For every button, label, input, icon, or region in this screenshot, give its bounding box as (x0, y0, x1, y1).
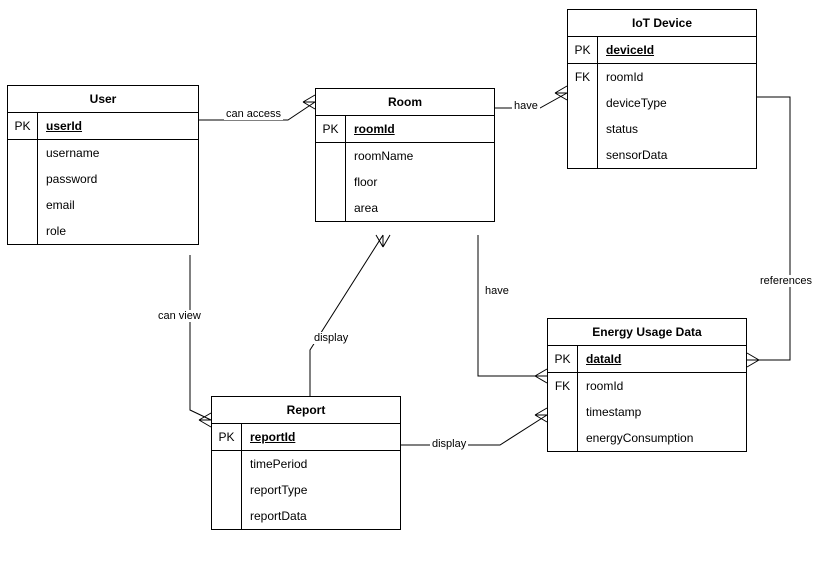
entity-user-title: User (8, 86, 198, 113)
entity-user: User PK userId username password email r… (7, 85, 199, 245)
entity-report: Report PK reportId timePeriod reportType… (211, 396, 401, 530)
attr: roomId (598, 64, 756, 90)
attr: email (38, 192, 198, 218)
attr: deviceType (598, 90, 756, 116)
entity-iot-attrs: FK roomId deviceType status sensorData (568, 64, 756, 168)
attr: roomId (578, 373, 746, 399)
entity-iot-pk-row: PK deviceId (568, 37, 756, 64)
fk-label: FK (568, 64, 598, 168)
attr: area (346, 195, 494, 221)
pk-label: PK (212, 424, 242, 450)
entity-report-pk-row: PK reportId (212, 424, 400, 451)
key-col-spacer (316, 143, 346, 221)
pk-label: PK (548, 346, 578, 372)
pk-attr: deviceId (598, 37, 756, 63)
attr: username (38, 140, 198, 166)
pk-attr: roomId (346, 116, 494, 142)
attr: reportData (242, 503, 400, 529)
key-col-spacer (8, 140, 38, 244)
attr: reportType (242, 477, 400, 503)
attr: sensorData (598, 142, 756, 168)
edge-label-references: references (758, 275, 814, 287)
edge-label-have-energy: have (483, 285, 511, 297)
entity-report-attrs: timePeriod reportType reportData (212, 451, 400, 529)
pk-attr: dataId (578, 346, 746, 372)
entity-room-title: Room (316, 89, 494, 116)
pk-label: PK (568, 37, 598, 63)
attr: role (38, 218, 198, 244)
entity-room-pk-row: PK roomId (316, 116, 494, 143)
attr: floor (346, 169, 494, 195)
edge-label-display-room: display (312, 332, 350, 344)
entity-energy-attrs: FK roomId timestamp energyConsumption (548, 373, 746, 451)
attr: timestamp (578, 399, 746, 425)
entity-energy-title: Energy Usage Data (548, 319, 746, 346)
key-col-spacer (212, 451, 242, 529)
entity-room-attrs: roomName floor area (316, 143, 494, 221)
pk-label: PK (8, 113, 38, 139)
edge-label-can-access: can access (224, 108, 283, 120)
entity-user-attrs: username password email role (8, 140, 198, 244)
attr: roomName (346, 143, 494, 169)
attr: status (598, 116, 756, 142)
entity-iot-device: IoT Device PK deviceId FK roomId deviceT… (567, 9, 757, 169)
entity-energy-pk-row: PK dataId (548, 346, 746, 373)
edge-label-can-view: can view (156, 310, 203, 322)
pk-label: PK (316, 116, 346, 142)
attr: energyConsumption (578, 425, 746, 451)
entity-energy-usage-data: Energy Usage Data PK dataId FK roomId ti… (547, 318, 747, 452)
fk-label: FK (548, 373, 578, 451)
entity-iot-title: IoT Device (568, 10, 756, 37)
entity-user-pk-row: PK userId (8, 113, 198, 140)
attr: timePeriod (242, 451, 400, 477)
edge-label-display-energy: display (430, 438, 468, 450)
pk-attr: reportId (242, 424, 400, 450)
pk-attr: userId (38, 113, 198, 139)
attr: password (38, 166, 198, 192)
edge-label-have-iot: have (512, 100, 540, 112)
entity-report-title: Report (212, 397, 400, 424)
entity-room: Room PK roomId roomName floor area (315, 88, 495, 222)
